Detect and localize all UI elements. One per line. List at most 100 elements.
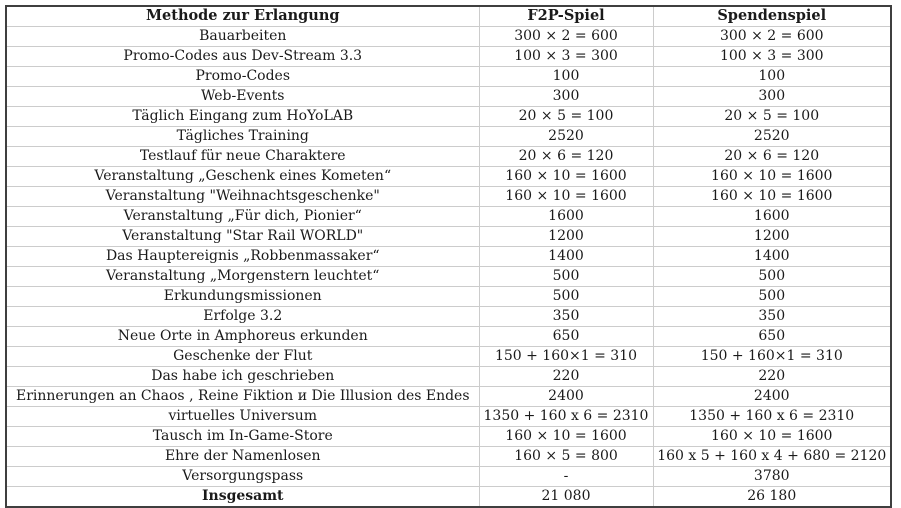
donation-cell: 300 × 2 = 600 (652, 26, 892, 47)
method-cell: Testlauf für neue Charaktere (5, 146, 480, 167)
method-cell: virtuelles Universum (5, 406, 480, 427)
donation-cell: 2520 (652, 126, 892, 147)
donation-cell: 160 x 5 + 160 x 4 + 680 = 2120 (652, 446, 892, 467)
f2p-cell: 300 (478, 86, 654, 107)
method-cell: Veranstaltung „Geschenk eines Kometen“ (5, 166, 480, 187)
header-row: Methode zur Erlangung F2P-Spiel Spendens… (5, 5, 892, 27)
f2p-cell: 100 (478, 66, 654, 87)
table-row: Web-Events 300 300 (5, 86, 892, 107)
donation-cell: 2400 (652, 386, 892, 407)
f2p-cell: 20 × 6 = 120 (478, 146, 654, 167)
donation-cell: 500 (652, 286, 892, 307)
f2p-cell: 1400 (478, 246, 654, 267)
donation-cell: 300 (652, 86, 892, 107)
f2p-cell: 650 (478, 326, 654, 347)
table-row: Tägliches Training 2520 2520 (5, 126, 892, 147)
table-row: Versorgungspass -3780 (5, 466, 892, 487)
donation-cell: 20 × 6 = 120 (652, 146, 892, 167)
method-cell: Das Hauptereignis „Robbenmassaker“ (5, 246, 480, 267)
f2p-cell: 160 × 10 = 1600 (478, 186, 654, 207)
f2p-cell: 500 (478, 266, 654, 287)
f2p-cell: 21 080 (478, 486, 654, 508)
f2p-cell: 1600 (478, 206, 654, 227)
table-head: Methode zur Erlangung F2P-Spiel Spendens… (5, 5, 892, 27)
table-row: Veranstaltung "Star Rail WORLD" 1200 1200 (5, 226, 892, 247)
method-cell: Tägliches Training (5, 126, 480, 147)
table-row: Geschenke der Flut 150 + 160×1 = 310 150 +… (5, 346, 892, 367)
table-row: Tausch im In-Game-Store 160 × 10 = 1600 16… (5, 426, 892, 447)
donation-cell: 1600 (652, 206, 892, 227)
f2p-cell: - (478, 466, 654, 487)
table-row: Promo-Codes aus Dev-Stream 3.3 100 × 3 = … (5, 46, 892, 67)
f2p-cell: 160 × 10 = 1600 (478, 426, 654, 447)
donation-cell: 20 × 5 = 100 (652, 106, 892, 127)
f2p-cell: 1200 (478, 226, 654, 247)
donation-cell: 150 + 160×1 = 310 (652, 346, 892, 367)
donation-cell: 1200 (652, 226, 892, 247)
reward-table: Methode zur Erlangung F2P-Spiel Spendens… (5, 5, 892, 508)
f2p-cell: 2520 (478, 126, 654, 147)
table-row: Neue Orte in Amphoreus erkunden 650 650 (5, 326, 892, 347)
table-row: Testlauf für neue Charaktere 20 × 6 = 120… (5, 146, 892, 167)
method-cell: Veranstaltung „Für dich, Pionier“ (5, 206, 480, 227)
f2p-cell: 300 × 2 = 600 (478, 26, 654, 47)
f2p-cell: 220 (478, 366, 654, 387)
method-cell: Veranstaltung „Morgenstern leuchtet“ (5, 266, 480, 287)
donation-cell: 26 180 (652, 486, 892, 508)
donation-cell: 160 × 10 = 1600 (652, 426, 892, 447)
method-cell: Promo-Codes (5, 66, 480, 87)
f2p-cell: 350 (478, 306, 654, 327)
donation-cell: 350 (652, 306, 892, 327)
table-row: Täglich Eingang zum HoYoLAB 20 × 5 = 100 2… (5, 106, 892, 127)
header-method: Methode zur Erlangung (5, 5, 480, 27)
table-row: Erinnerungen an Chaos , Reine Fiktion и … (5, 386, 892, 407)
donation-cell: 650 (652, 326, 892, 347)
method-cell: Neue Orte in Amphoreus erkunden (5, 326, 480, 347)
table-row: Veranstaltung „Für dich, Pionier“ 1600 160… (5, 206, 892, 227)
f2p-cell: 2400 (478, 386, 654, 407)
f2p-cell: 160 × 5 = 800 (478, 446, 654, 467)
table-row: Erfolge 3.2 350 350 (5, 306, 892, 327)
method-cell: Veranstaltung "Weihnachtsgeschenke" (5, 186, 480, 207)
f2p-cell: 20 × 5 = 100 (478, 106, 654, 127)
f2p-cell: 150 + 160×1 = 310 (478, 346, 654, 367)
header-donation: Spendenspiel (652, 5, 892, 27)
donation-cell: 1400 (652, 246, 892, 267)
table-row: Veranstaltung "Weihnachtsgeschenke" 160 ×… (5, 186, 892, 207)
donation-cell: 1350 + 160 x 6 = 2310 (652, 406, 892, 427)
donation-cell: 160 × 10 = 1600 (652, 166, 892, 187)
table-row: virtuelles Universum 1350 + 160 x 6 = 231… (5, 406, 892, 427)
table-row: Veranstaltung „Geschenk eines Kometen“ 16… (5, 166, 892, 187)
table-row: Insgesamt 21 080 26 180 (5, 486, 892, 508)
f2p-cell: 160 × 10 = 1600 (478, 166, 654, 187)
f2p-cell: 100 × 3 = 300 (478, 46, 654, 67)
method-cell: Erkundungsmissionen (5, 286, 480, 307)
method-cell: Erfolge 3.2 (5, 306, 480, 327)
table-row: Promo-Codes 100 100 (5, 66, 892, 87)
method-cell: Ehre der Namenlosen (5, 446, 480, 467)
donation-cell: 500 (652, 266, 892, 287)
table-row: Das habe ich geschrieben 220 220 (5, 366, 892, 387)
method-cell: Veranstaltung "Star Rail WORLD" (5, 226, 480, 247)
method-cell: Erinnerungen an Chaos , Reine Fiktion и … (5, 386, 480, 407)
f2p-cell: 500 (478, 286, 654, 307)
table-row: Veranstaltung „Morgenstern leuchtet“ 500 5… (5, 266, 892, 287)
method-cell: Bauarbeiten (5, 26, 480, 47)
method-cell: Geschenke der Flut (5, 346, 480, 367)
f2p-cell: 1350 + 160 x 6 = 2310 (478, 406, 654, 427)
method-cell: Täglich Eingang zum HoYoLAB (5, 106, 480, 127)
table-row: Das Hauptereignis „Robbenmassaker“ 1400 14… (5, 246, 892, 267)
table-row: Ehre der Namenlosen 160 × 5 = 800 160 x 5 … (5, 446, 892, 467)
method-cell: Promo-Codes aus Dev-Stream 3.3 (5, 46, 480, 67)
donation-cell: 220 (652, 366, 892, 387)
method-cell: Tausch im In-Game-Store (5, 426, 480, 447)
donation-cell: 100 × 3 = 300 (652, 46, 892, 67)
method-cell: Das habe ich geschrieben (5, 366, 480, 387)
donation-cell: 100 (652, 66, 892, 87)
table-row: Erkundungsmissionen 500 500 (5, 286, 892, 307)
header-f2p: F2P-Spiel (478, 5, 654, 27)
table-body: Bauarbeiten 300 × 2 = 600 300 × 2 = 600 Pro… (5, 26, 892, 508)
donation-cell: 3780 (652, 466, 892, 487)
method-cell: Insgesamt (5, 486, 480, 508)
